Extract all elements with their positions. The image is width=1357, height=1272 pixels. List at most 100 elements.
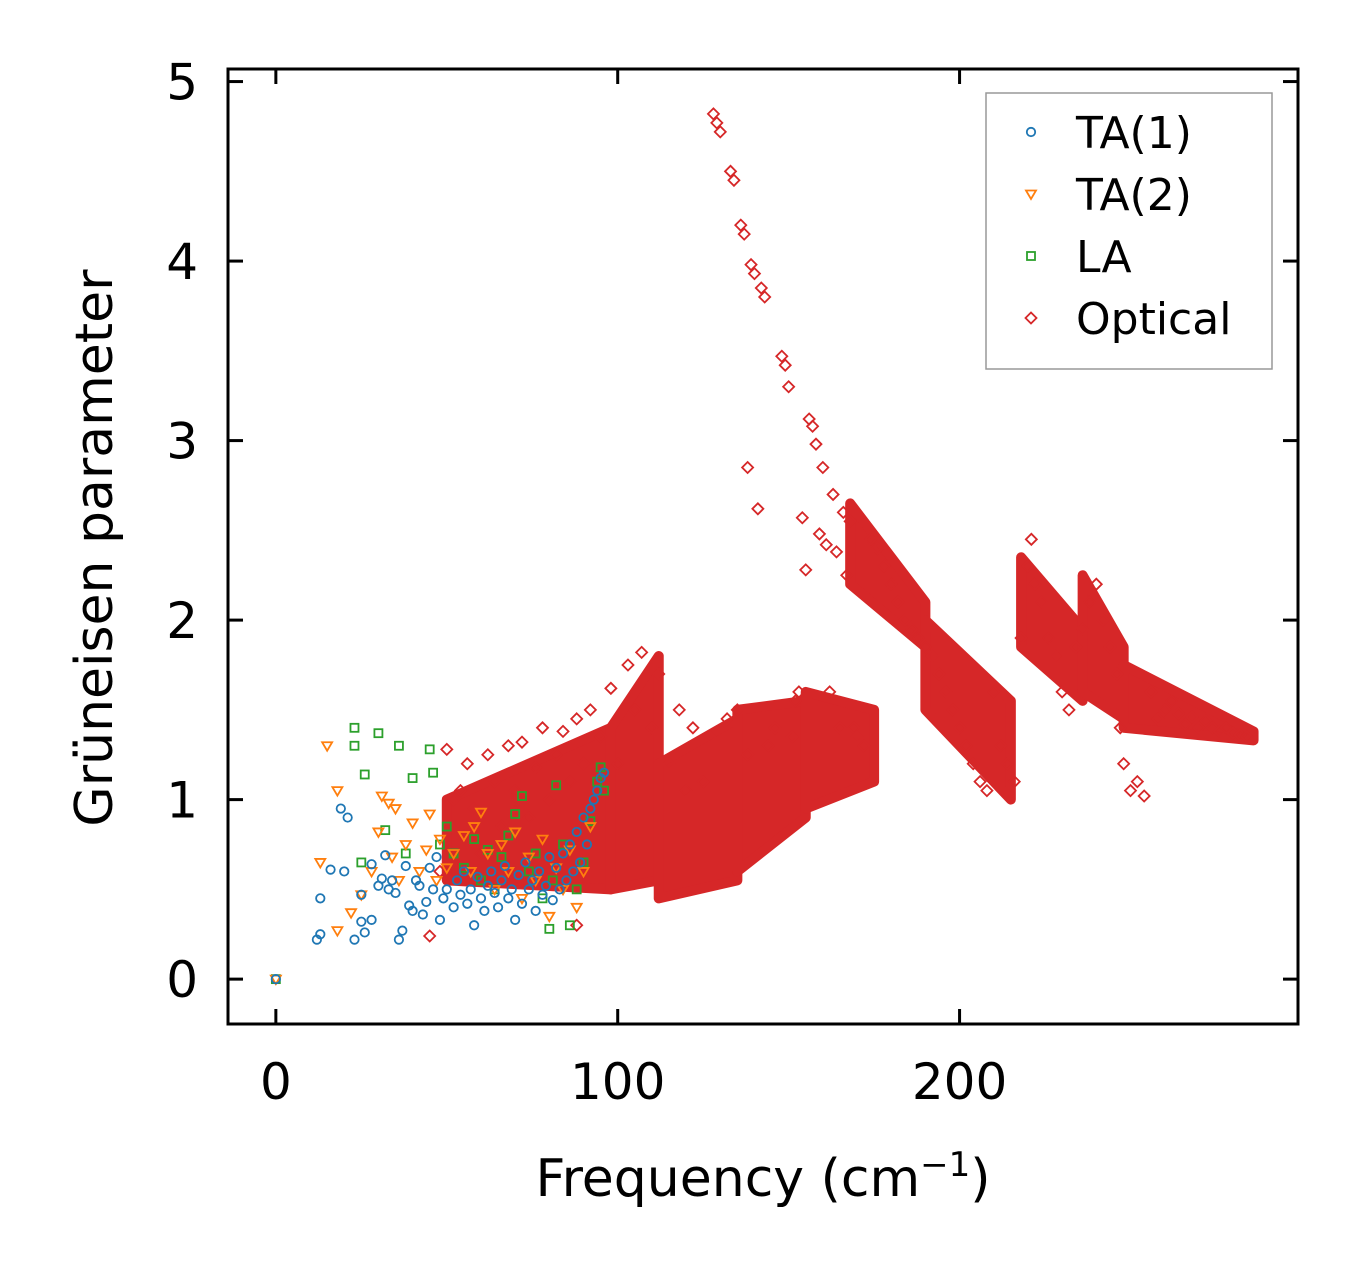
point-ta1-42 xyxy=(472,871,483,882)
point-ta1-9 xyxy=(356,916,367,927)
point-optical-139 xyxy=(1239,730,1254,744)
point-ta2-40 xyxy=(570,902,584,915)
point-optical-31 xyxy=(634,645,649,660)
point-la-13 xyxy=(441,821,452,832)
point-ta1-49 xyxy=(496,875,507,886)
point-optical-73 xyxy=(826,487,840,502)
point-optical-37 xyxy=(686,721,700,735)
series-optical xyxy=(422,107,1254,943)
point-ta1-18 xyxy=(386,875,398,886)
point-optical-41 xyxy=(710,116,724,130)
point-optical-58 xyxy=(775,349,789,363)
point-optical-98 xyxy=(973,774,987,789)
point-optical-67 xyxy=(805,419,820,434)
point-optical-93 xyxy=(939,685,953,699)
point-optical-45 xyxy=(727,173,741,188)
point-optical-15 xyxy=(522,810,536,825)
optical-band-layer xyxy=(441,498,1259,904)
point-optical-100 xyxy=(986,685,1001,699)
point-optical-52 xyxy=(747,266,762,281)
point-ta2-1 xyxy=(313,858,327,870)
point-ta1-34 xyxy=(441,884,452,895)
point-ta1-21 xyxy=(397,925,408,936)
point-ta1-76 xyxy=(588,794,599,805)
point-optical-80 xyxy=(850,730,864,744)
point-ta1-30 xyxy=(428,884,439,895)
point-optical-83 xyxy=(870,541,885,556)
point-ta1-45 xyxy=(482,880,493,891)
point-ta1-19 xyxy=(390,887,401,899)
point-la-28 xyxy=(547,875,558,886)
point-optical-38 xyxy=(696,774,710,789)
point-ta1-58 xyxy=(527,875,538,886)
point-ta1-54 xyxy=(513,869,524,881)
point-optical-19 xyxy=(549,747,563,762)
point-optical-59 xyxy=(778,358,792,372)
point-ta2-26 xyxy=(474,807,488,819)
point-ta1-64 xyxy=(547,895,558,906)
point-optical-10 xyxy=(487,774,502,789)
y-axis-title: Grüneisen parameter xyxy=(65,269,125,827)
point-optical-42 xyxy=(713,125,728,139)
point-optical-78 xyxy=(843,514,857,529)
point-optical-131 xyxy=(1185,710,1199,724)
point-optical-128 xyxy=(1164,694,1179,708)
point-optical-68 xyxy=(809,437,823,451)
point-optical-63 xyxy=(792,685,806,699)
point-la-37 xyxy=(599,785,609,796)
point-optical-50 xyxy=(740,747,755,762)
point-ta2-25 xyxy=(467,822,481,834)
x-axis-title: Frequency (cm−1) xyxy=(535,1145,990,1209)
point-ta1-44 xyxy=(479,905,490,917)
legend-marker-optical xyxy=(1024,311,1038,325)
point-optical-137 xyxy=(1226,726,1240,740)
point-ta1-20 xyxy=(393,934,405,945)
point-optical-122 xyxy=(1123,783,1138,798)
point-optical-30 xyxy=(628,703,642,717)
point-ta1-69 xyxy=(564,839,575,850)
legend-label: LA xyxy=(1076,232,1132,283)
point-ta1-62 xyxy=(540,880,552,891)
point-optical-44 xyxy=(723,164,738,179)
point-ta2-42 xyxy=(583,822,597,834)
point-optical-130 xyxy=(1178,717,1192,731)
point-ta2-3 xyxy=(330,786,344,798)
point-optical-92 xyxy=(932,667,946,681)
point-la-29 xyxy=(551,780,562,791)
point-ta1-75 xyxy=(585,803,596,814)
point-optical-96 xyxy=(959,738,974,753)
point-ta2-10 xyxy=(382,798,396,810)
point-ta2-27 xyxy=(481,849,495,861)
point-optical-107 xyxy=(1028,577,1042,591)
point-optical-120 xyxy=(1113,721,1128,735)
point-ta2-36 xyxy=(542,911,556,924)
point-ta1-71 xyxy=(571,826,582,838)
point-optical-49 xyxy=(740,460,755,475)
point-la-4 xyxy=(359,769,370,780)
point-ta1-60 xyxy=(533,866,545,877)
point-optical-47 xyxy=(734,218,748,232)
legend-entries: TA(1) TA(2) LA Optical xyxy=(1024,108,1231,345)
legend: TA(1) TA(2) LA Optical xyxy=(985,92,1273,370)
point-optical-114 xyxy=(1075,622,1090,636)
point-la-21 xyxy=(503,830,514,841)
point-optical-124 xyxy=(1137,789,1151,803)
point-ta1-28 xyxy=(421,896,432,908)
point-optical-105 xyxy=(1021,559,1035,574)
point-optical-99 xyxy=(980,783,994,798)
point-optical-3 xyxy=(446,792,461,807)
point-la-27 xyxy=(544,923,555,934)
point-optical-75 xyxy=(833,721,847,735)
point-optical-14 xyxy=(515,735,529,749)
point-optical-77 xyxy=(839,568,854,582)
point-optical-61 xyxy=(785,730,799,744)
point-ta1-11 xyxy=(359,927,370,938)
point-optical-70 xyxy=(816,460,830,475)
point-optical-81 xyxy=(857,738,871,753)
point-optical-112 xyxy=(1062,703,1076,717)
point-optical-76 xyxy=(836,505,851,520)
point-ta1-38 xyxy=(458,866,469,877)
point-la-2 xyxy=(349,740,360,751)
point-optical-36 xyxy=(679,783,693,798)
point-optical-43 xyxy=(720,712,734,726)
